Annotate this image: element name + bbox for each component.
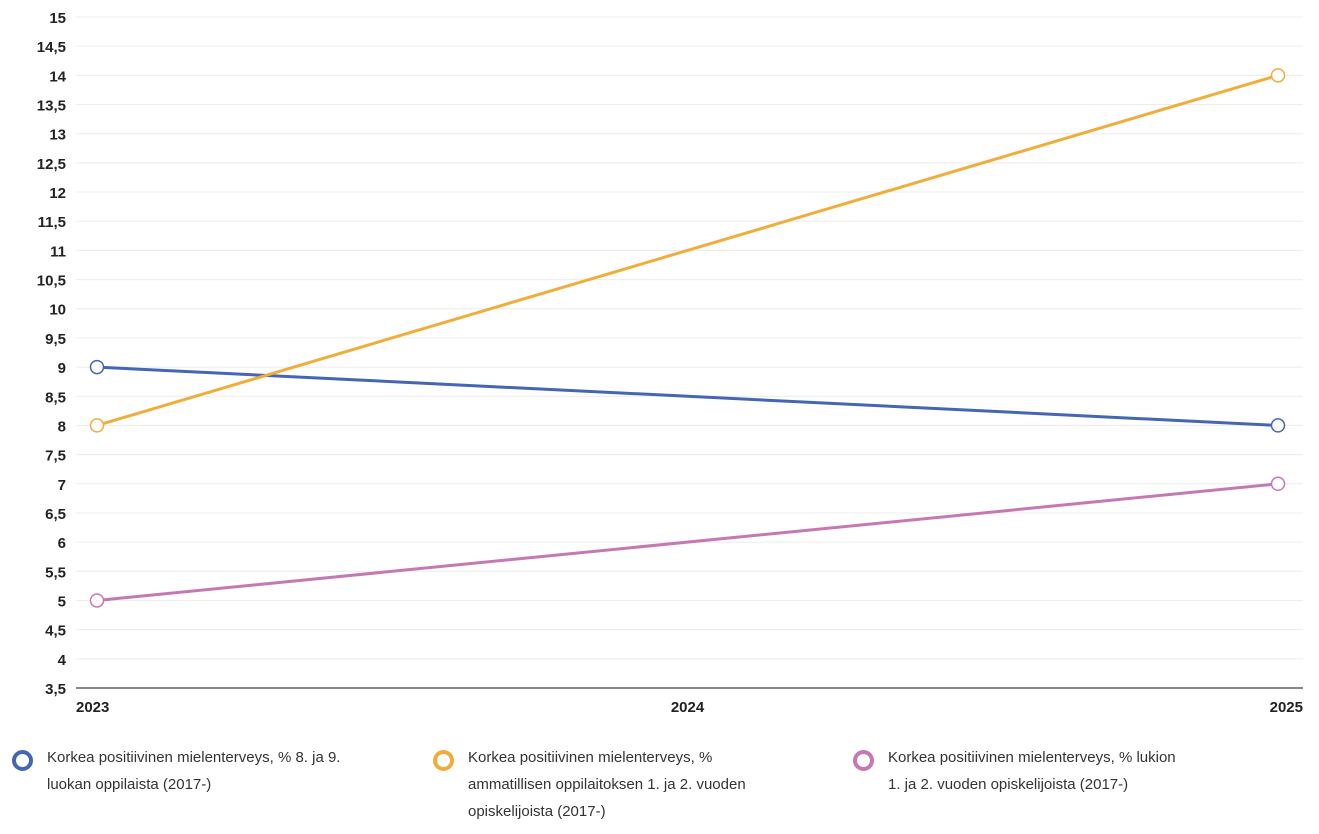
y-tick-label: 4,5 bbox=[45, 623, 66, 640]
legend-marker-icon bbox=[853, 750, 874, 771]
y-tick-label: 10,5 bbox=[37, 273, 66, 290]
y-tick-label: 11 bbox=[50, 243, 66, 260]
legend-item-1[interactable]: Korkea positiivinen mielenterveys, % 8. … bbox=[12, 748, 340, 798]
chart-legend: Korkea positiivinen mielenterveys, % 8. … bbox=[0, 748, 1319, 834]
y-tick-label: 10 bbox=[49, 302, 66, 319]
data-point-series-2 bbox=[1270, 68, 1286, 83]
y-tick-label: 7 bbox=[58, 477, 66, 494]
y-tick-label: 14 bbox=[49, 68, 66, 85]
y-tick-label: 9 bbox=[58, 360, 66, 377]
y-tick-label: 11,5 bbox=[38, 214, 66, 231]
y-tick-label: 6,5 bbox=[45, 506, 66, 523]
y-tick-label: 6 bbox=[58, 535, 66, 552]
legend-item-2[interactable]: Korkea positiivinen mielenterveys, % amma… bbox=[433, 748, 746, 825]
y-tick-label: 3,5 bbox=[45, 681, 66, 698]
data-point-series-3 bbox=[89, 593, 105, 608]
y-tick-label: 14,5 bbox=[37, 39, 66, 56]
y-tick-label: 12,5 bbox=[37, 156, 66, 173]
data-point-series-1 bbox=[89, 359, 105, 375]
x-tick-label: 2025 bbox=[1270, 699, 1303, 716]
legend-marker-icon bbox=[12, 750, 33, 771]
y-tick-label: 5,5 bbox=[45, 564, 66, 581]
series-line-2 bbox=[96, 73, 1279, 427]
y-tick-label: 8 bbox=[58, 418, 66, 435]
line-chart: 3,5 4 4,5 5 5,5 6 6,5 7 7,5 8 8,5 9 9,5 10 10,5 11 11,5 1… bbox=[37, 10, 1303, 716]
data-point-series-1 bbox=[1270, 418, 1286, 433]
data-point-series-2 bbox=[89, 418, 105, 433]
y-tick-label: 13,5 bbox=[37, 98, 66, 115]
legend-label: Korkea positiivinen mielenterveys, % 8. … bbox=[47, 749, 341, 793]
series-line-3 bbox=[96, 482, 1279, 602]
y-tick-label: 4 bbox=[58, 652, 67, 669]
x-tick-label: 2024 bbox=[671, 699, 705, 716]
y-tick-label: 7,5 bbox=[45, 448, 66, 465]
y-tick-label: 9,5 bbox=[45, 331, 66, 348]
data-point-series-3 bbox=[1270, 476, 1286, 492]
x-tick-label: 2023 bbox=[76, 699, 109, 716]
y-tick-label: 8,5 bbox=[45, 389, 66, 406]
y-tick-label: 13 bbox=[49, 127, 66, 144]
legend-marker-icon bbox=[433, 750, 454, 771]
legend-label: Korkea positiivinen mielenterveys, % amma… bbox=[468, 749, 746, 820]
y-tick-label: 15 bbox=[49, 10, 66, 27]
y-tick-label: 12 bbox=[49, 185, 66, 202]
legend-item-3[interactable]: Korkea positiivinen mielenterveys, % luk… bbox=[853, 748, 1176, 798]
series-line-1 bbox=[96, 365, 1279, 427]
legend-label: Korkea positiivinen mielenterveys, % luk… bbox=[888, 749, 1176, 793]
y-tick-label: 5 bbox=[58, 593, 66, 610]
